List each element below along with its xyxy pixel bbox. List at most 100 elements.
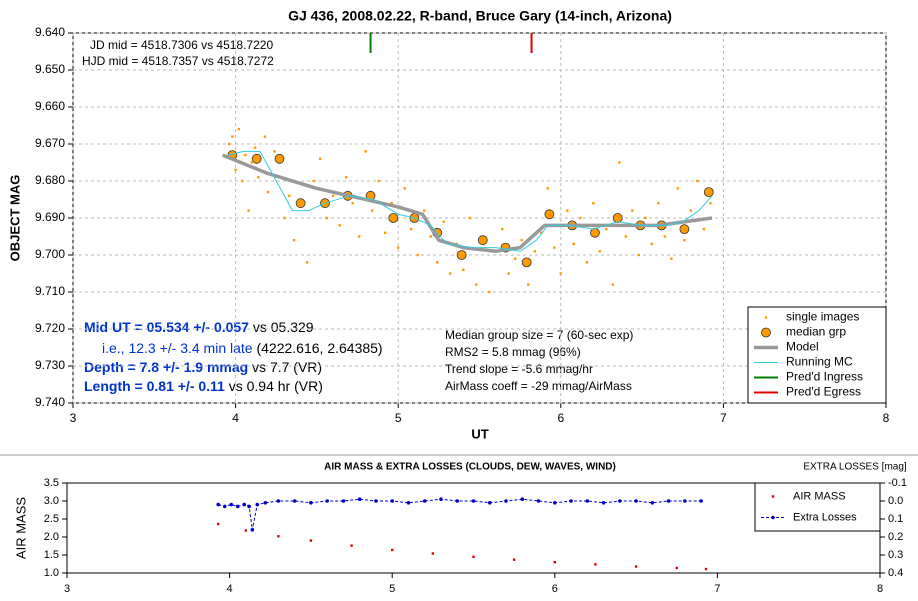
point <box>242 502 247 507</box>
x-tick-label: 4 <box>232 411 239 425</box>
y-tick-label: 9.740 <box>35 395 65 409</box>
y-tick-label: 9.640 <box>35 25 65 39</box>
note: RMS2 = 5.8 mmag (96%) <box>445 345 581 359</box>
point <box>244 153 247 157</box>
point <box>544 209 555 220</box>
point <box>675 566 678 570</box>
point <box>247 209 250 212</box>
note-part: Length = 0.81 +/- 0.11 <box>84 378 225 394</box>
point <box>514 257 517 260</box>
y-tick-label: 9.730 <box>35 358 65 372</box>
series-line <box>221 153 713 254</box>
point <box>431 552 435 555</box>
point <box>263 501 268 505</box>
point <box>702 227 706 231</box>
point <box>585 261 589 264</box>
note: AirMass coeff = -29 mmag/AirMass <box>445 379 632 393</box>
point <box>585 499 590 503</box>
note: Median group size = 7 (60-sec exp) <box>445 328 633 342</box>
point <box>406 501 411 505</box>
x-tick-label: 8 <box>883 411 890 425</box>
point <box>403 187 406 190</box>
x-tick-label: 4 <box>227 583 233 595</box>
point <box>391 548 394 552</box>
point <box>416 253 419 257</box>
legend-label: Pred'd Ingress <box>786 370 863 384</box>
point <box>292 239 296 242</box>
point <box>488 290 491 294</box>
x-tick-label: 7 <box>720 411 727 425</box>
point <box>579 216 582 220</box>
point <box>612 213 623 223</box>
point <box>309 501 313 505</box>
point <box>650 242 654 246</box>
y-tick-label: 0.3 <box>888 549 903 561</box>
point <box>423 209 426 212</box>
point <box>436 261 439 264</box>
point <box>273 150 276 153</box>
point <box>237 128 241 131</box>
point <box>229 502 234 507</box>
y-tick-label: -0.1 <box>888 477 907 489</box>
point <box>442 220 445 223</box>
point <box>455 499 460 503</box>
x-tick-label: 3 <box>64 583 70 595</box>
point <box>663 235 667 238</box>
point <box>512 558 516 561</box>
x-tick-label: 7 <box>714 583 720 595</box>
legend-swatch <box>761 327 771 338</box>
point <box>553 561 556 564</box>
y-tick-label: 9.700 <box>35 247 65 261</box>
point <box>703 187 714 198</box>
note-part: i.e., 12.3 +/- 3.4 min late <box>102 340 253 356</box>
point <box>250 161 254 164</box>
point <box>637 253 641 257</box>
point <box>234 168 237 172</box>
y-tick-label: 0.0 <box>888 495 903 507</box>
point <box>364 150 367 153</box>
point <box>468 216 471 220</box>
y-tick-label: 1.5 <box>44 549 59 561</box>
note: HJD mid = 4518.7357 vs 4518.7272 <box>82 54 274 68</box>
point <box>553 246 556 249</box>
point <box>456 250 467 260</box>
point <box>676 187 680 190</box>
point <box>546 187 549 190</box>
point <box>569 499 573 503</box>
y-tick-label: 0.4 <box>888 567 903 579</box>
point <box>462 268 465 271</box>
chart-title: AIR MASS & EXTRA LOSSES (CLOUDS, DEW, WA… <box>324 462 616 473</box>
point <box>553 501 557 505</box>
point <box>449 272 452 275</box>
point <box>410 227 413 231</box>
point <box>527 283 530 286</box>
note: Length = 0.81 +/- 0.11 vs 0.94 hr (VR) <box>84 378 323 394</box>
point <box>374 499 378 503</box>
legend-swatch <box>771 515 775 520</box>
point <box>566 209 569 212</box>
point <box>277 535 280 538</box>
point <box>634 565 638 568</box>
point <box>390 499 395 503</box>
point <box>520 239 523 242</box>
point <box>704 567 708 571</box>
series-line <box>218 498 702 531</box>
point <box>709 202 712 205</box>
y-tick-label: 9.670 <box>35 136 65 150</box>
note: JD mid = 4518.7306 vs 4518.7220 <box>90 38 273 52</box>
point <box>679 224 690 235</box>
legend-label: median grp <box>786 325 846 339</box>
legend-label: Pred'd Egress <box>786 385 861 399</box>
point <box>631 209 634 212</box>
point <box>276 499 281 503</box>
note: Depth = 7.8 +/- 1.9 mmag vs 7.7 (VR) <box>84 359 322 375</box>
point <box>657 202 660 205</box>
note-part: (4222.616, 2.64385) <box>253 340 383 356</box>
point <box>325 499 329 503</box>
point <box>388 213 399 223</box>
point <box>618 161 621 164</box>
y-tick-label: 0.2 <box>888 531 903 543</box>
point <box>255 502 260 507</box>
point <box>325 216 328 220</box>
point <box>611 283 615 286</box>
